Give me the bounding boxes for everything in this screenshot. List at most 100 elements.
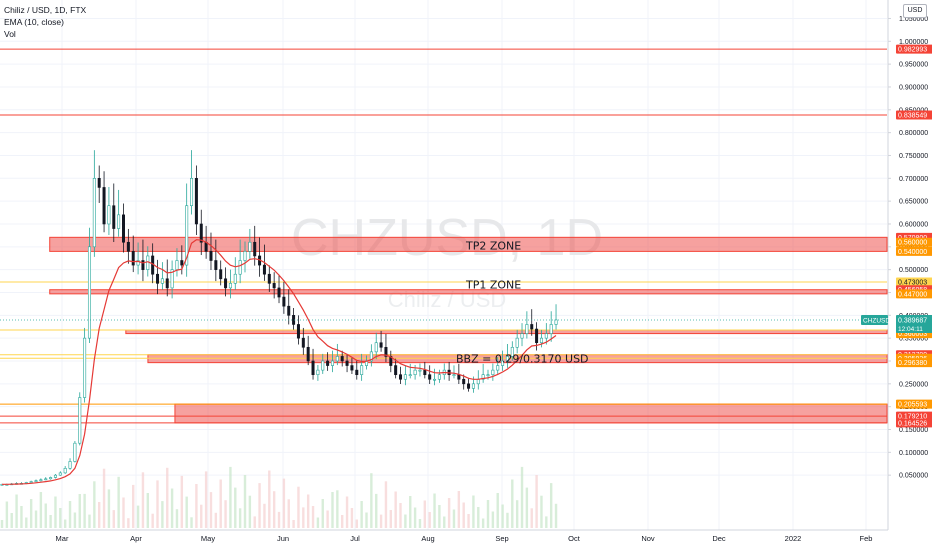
time-tick-label: Aug [421,534,434,543]
volume-bar [209,492,213,528]
candle-body [321,360,325,371]
time-axis[interactable]: Mar Apr May Jun Jul Aug Sep Oct Nov Dec 2022 Feb [0,529,888,543]
volume-bar [447,498,451,528]
price-tag-bg [896,277,932,287]
volume-bar [443,516,446,528]
zone-tp2-zone [49,236,888,252]
price-tag-bg [896,110,932,120]
volume-bars [0,466,558,528]
candle-body [554,319,558,325]
time-tick-label: Feb [860,534,873,543]
candle-body [418,369,422,372]
volume-bar [384,481,388,528]
price-tag-bg [896,237,932,247]
candle-body [437,374,441,380]
price-tick-label: 0.650000 [899,199,928,206]
volume-bar [341,515,344,528]
candle-body [97,178,101,188]
candle-body [394,365,398,375]
volume-bar [219,479,222,528]
candle-body [379,342,383,348]
time-tick-label: 2022 [785,534,802,543]
candle-body [73,442,77,462]
volume-legend[interactable]: Vol [4,29,16,39]
volume-bar [491,511,495,528]
candle-body [102,187,106,225]
volume-bar [63,519,67,528]
candle-body [170,269,174,289]
candle-body [501,360,505,366]
volume-bar [238,508,242,528]
volume-bar [243,475,247,528]
candle-body [219,269,223,280]
candle-body [253,241,257,257]
candle-body [345,360,349,366]
volume-bar [486,500,490,528]
volume-bar [394,491,397,528]
price-tag-label: 0.982993 [898,47,927,54]
price-tick-label: 0.250000 [899,381,928,388]
volume-bar [467,514,470,528]
candle-body [238,260,242,275]
candle-body [510,346,514,357]
candle-body [301,337,305,348]
candle-body [408,374,412,376]
zone-labels: TP2 ZONE TP1 ZONE BBZ = 0.29/0.3170 USD [456,239,589,365]
candle-body [39,479,43,482]
candle-body [423,369,427,375]
volume-bar [166,467,169,528]
candle-body [486,374,490,376]
volume-bar [98,502,101,528]
volume-bar [170,488,174,528]
candle-body [34,480,38,482]
volume-bar [54,496,57,528]
chart-legend: Chiliz / USD, 1D, FTX EMA (10, close) Vo… [4,4,86,40]
symbol-legend[interactable]: Chiliz / USD, 1D, FTX [4,5,87,15]
price-tick-label: 0.050000 [899,473,928,480]
price-tick-label: 0.800000 [899,130,928,137]
candle-body [267,273,271,284]
candle-body [131,251,135,266]
volume-bar [501,504,504,528]
volume-bar [68,501,72,528]
candle-body [262,264,266,275]
volume-bar [190,517,193,528]
volume-bar [151,513,154,528]
candle-body [136,260,140,266]
price-tag-label: 0.164526 [898,420,927,427]
volume-bar [253,516,256,528]
volume-bar [306,494,310,528]
ema-legend[interactable]: EMA (10, close) [4,17,64,27]
candle-body [539,337,543,344]
volume-bar [141,472,145,528]
volume-bar [549,483,553,528]
candle-body [58,472,62,476]
volume-bar [452,509,456,528]
current-price-value: 0.389687 [898,318,927,325]
candle-body [374,342,378,353]
volume-bar [438,505,441,528]
candle-body [243,251,247,261]
volume-bar [540,495,543,528]
time-tick-label: Dec [712,534,726,543]
currency-button[interactable]: USD [903,4,927,18]
volume-bar [88,514,91,528]
volume-bar [355,519,358,528]
candle-body [83,337,87,398]
candle-body [180,260,184,266]
time-tick-label: Sep [495,534,508,543]
volume-bar [234,487,237,528]
price-tag-bg [896,289,932,299]
volume-bar [525,487,529,528]
candle-body [165,278,169,289]
zone-label: TP1 ZONE [465,279,521,292]
candle-body [520,333,524,339]
candle-body [209,251,213,261]
current-price-countdown: 12:04:11 [898,326,923,333]
volume-bar [132,484,135,528]
candle-body [78,397,82,444]
time-tick-label: Oct [568,534,581,543]
candle-body [476,378,480,385]
volume-bar [370,473,373,528]
